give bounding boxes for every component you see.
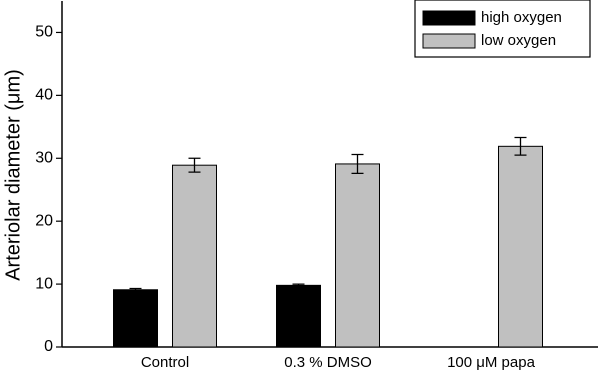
y-tick-label: 30: [35, 149, 53, 166]
bar: [172, 164, 217, 348]
bar: [498, 145, 543, 348]
x-tick-label: Control: [141, 354, 189, 371]
legend-swatch: [422, 33, 476, 49]
legend-label: low oxygen: [481, 32, 556, 49]
y-tick-label: 40: [35, 87, 53, 104]
x-tick-label: 0.3 % DMSO: [284, 354, 372, 371]
legend-swatch: [422, 10, 476, 26]
bar: [113, 289, 158, 348]
y-tick-label: 50: [35, 24, 53, 41]
error-bar: [129, 287, 142, 292]
error-bar: [514, 136, 527, 156]
legend-label: high oxygen: [481, 9, 562, 26]
bar: [276, 284, 321, 348]
y-axis-label: Arteriolar diameter (μm): [2, 69, 24, 281]
error-bar: [351, 153, 364, 175]
y-tick-label: 20: [35, 212, 53, 229]
bar: [335, 163, 380, 348]
error-bar: [292, 283, 305, 288]
y-tick-label: 10: [35, 275, 53, 292]
x-tick-label: 100 μM papa: [447, 354, 536, 371]
y-tick-label: 0: [44, 338, 53, 355]
error-bar: [188, 157, 201, 173]
